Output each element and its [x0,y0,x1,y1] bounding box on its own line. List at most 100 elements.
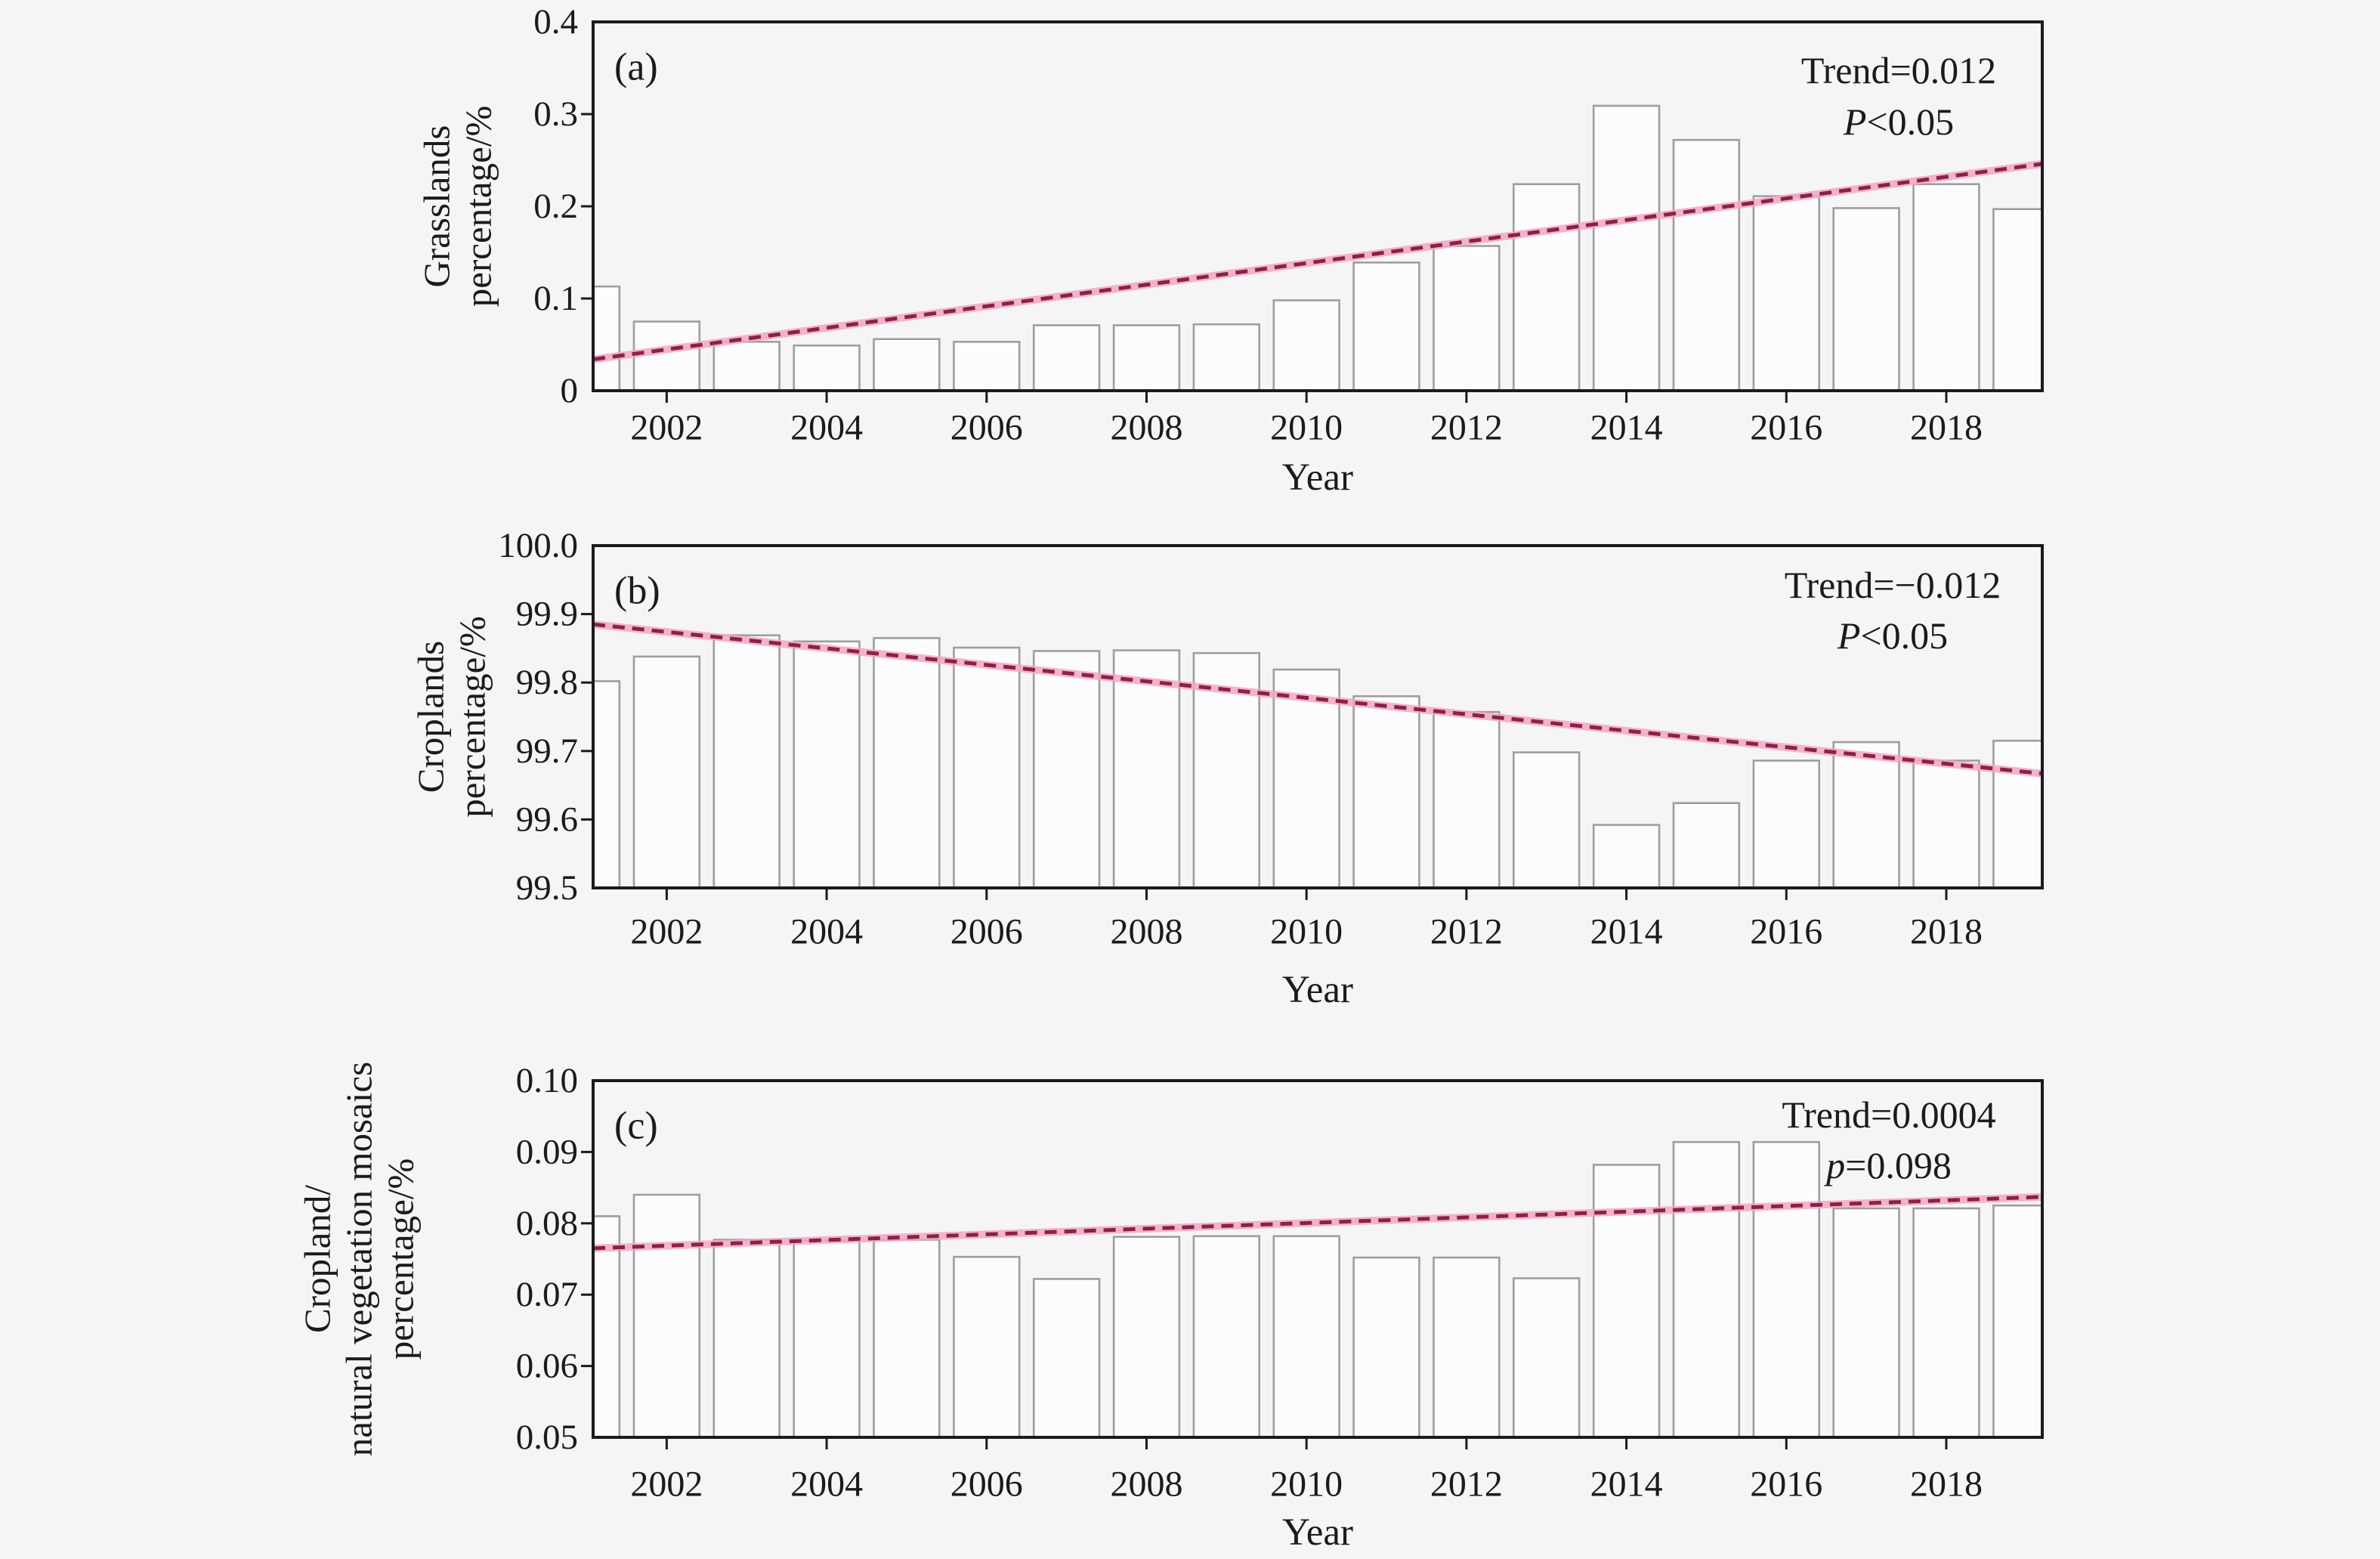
bar-2014 [1592,104,1661,392]
trend-annotation: Trend=0.012 [1801,49,1996,91]
y-tick-label: 0.07 [516,1275,578,1314]
x-tick-label: 2012 [1430,912,1503,952]
bar-2011 [1352,261,1420,392]
x-tick-label: 2010 [1270,1465,1343,1505]
bar-series [592,634,2044,889]
y-tick-label: 99.9 [516,595,578,634]
x-tick-label: 2018 [1910,408,1983,448]
y-tick-label: 0.05 [516,1418,578,1457]
x-axis-title: Year [1282,1511,1353,1554]
y-tick-label: 0.2 [533,187,578,226]
bar-2007 [1032,1278,1101,1439]
x-tick-label: 2018 [1910,1465,1983,1505]
x-tick-label: 2018 [1910,912,1983,952]
bar-2006 [953,646,1021,889]
bar-2018 [1912,759,1980,889]
bar-series [592,104,2044,392]
bar-2018 [1912,183,1980,392]
y-tick-label: 0.4 [533,2,578,42]
trend-line [592,162,2043,361]
y-tick-label: 100.0 [498,526,578,565]
x-tick-label: 2006 [950,1465,1023,1505]
bar-2002 [632,1193,701,1439]
bar-2008 [1112,324,1181,392]
x-tick-label: 2006 [950,912,1023,952]
trend-annotation: Trend=0.0004 [1782,1093,1995,1136]
y-tick-label: 0 [561,371,579,410]
bar-2001 [592,285,621,392]
bar-2012 [1433,245,1501,392]
x-tick-label: 2010 [1270,408,1343,448]
bar-2012 [1433,710,1501,889]
x-tick-label: 2014 [1590,912,1663,952]
x-tick-label: 2016 [1750,1465,1822,1505]
x-tick-label: 2002 [630,1465,703,1505]
bar-2014 [1592,824,1661,889]
bar-2007 [1032,324,1101,392]
y-axis-title-line: Grasslands [416,125,458,287]
y-tick-label: 0.10 [516,1061,578,1100]
bar-2002 [632,655,701,889]
x-tick-label: 2012 [1430,1465,1503,1505]
bar-2013 [1513,1277,1581,1439]
bar-2017 [1832,1207,1900,1439]
x-tick-label: 2004 [790,912,863,952]
x-tick-label: 2010 [1270,912,1343,952]
panel-letter: (b) [614,570,660,613]
bar-2009 [1192,1235,1261,1439]
x-tick-label: 2002 [630,912,703,952]
bar-2001 [592,1215,621,1439]
trend-line [592,622,2043,776]
x-tick-label: 2004 [790,408,863,448]
y-tick-label: 0.09 [516,1132,578,1171]
bar-2019 [1992,1204,2044,1439]
x-tick-label: 2008 [1110,912,1182,952]
bar-2019 [1992,739,2044,889]
bar-2005 [873,636,941,889]
bar-2015 [1672,802,1741,889]
bar-2006 [953,340,1021,392]
panel-a: 0 0.1 0.2 0.3 0.4 2002 2004 2006 2008 2010 2012 201… [416,2,2044,499]
bar-2019 [1992,208,2044,392]
bar-2003 [712,340,780,392]
bar-2004 [793,344,861,392]
y-axis-title-line: percentage/% [452,616,493,818]
bar-2015 [1672,138,1741,392]
y-tick-label: 0.3 [533,94,578,134]
bar-2010 [1272,299,1340,392]
x-axis-title: Year [1282,969,1353,1011]
y-axis-title-line: Croplands [410,641,452,793]
bar-2013 [1513,751,1581,889]
x-tick-label: 2006 [950,408,1023,448]
bar-2007 [1032,650,1101,889]
x-axis-title: Year [1282,456,1353,499]
bar-2016 [1752,759,1820,889]
bar-2003 [712,1239,780,1439]
bar-2011 [1352,694,1420,889]
x-tick-label: 2002 [630,408,703,448]
bar-2004 [793,640,861,889]
bar-2016 [1752,195,1820,392]
panel-letter: (a) [614,46,658,89]
bar-2004 [793,1239,861,1439]
x-tick-label: 2014 [1590,1465,1663,1505]
x-tick-label: 2016 [1750,912,1822,952]
y-tick-label: 0.1 [533,279,578,318]
panel-b: 99.5 99.6 99.7 99.8 99.9 100.0 2002 2004 2006 200… [410,526,2044,1011]
x-tick-label: 2016 [1750,408,1822,448]
bar-2017 [1832,207,1900,392]
trend-line [592,1195,2043,1251]
y-axis-title-line: natural vegetation mosaics [338,1062,380,1457]
p-value-annotation: p=0.098 [1824,1144,1952,1186]
bar-2006 [953,1255,1021,1439]
bar-2014 [1592,1164,1661,1439]
bar-2005 [873,338,941,392]
bar-2001 [592,680,621,889]
panel-letter: (c) [614,1105,658,1148]
x-tick-label: 2004 [790,1465,863,1505]
y-tick-label: 99.5 [516,868,578,908]
y-axis-title-line: percentage/% [380,1158,422,1360]
p-value-annotation: P<0.05 [1837,614,1948,657]
